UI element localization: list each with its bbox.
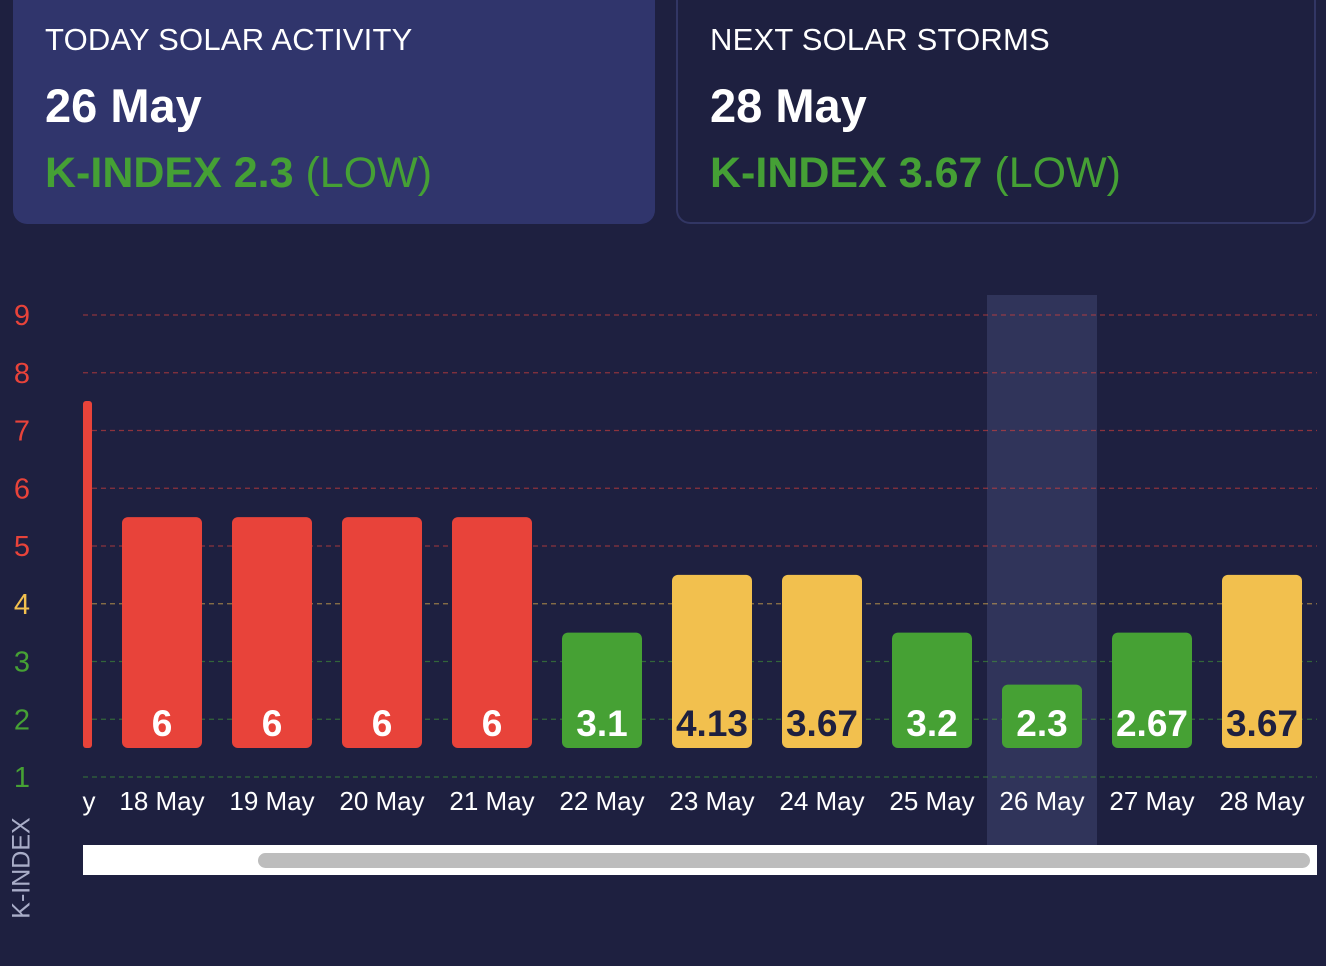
x-tick-label: 27 May xyxy=(1109,786,1194,816)
bar-value-label: 6 xyxy=(372,703,393,744)
bar xyxy=(452,517,532,748)
next-k-level: (LOW) xyxy=(994,149,1121,197)
next-k-value: 3.67 xyxy=(898,149,983,197)
next-card-date: 28 May xyxy=(710,79,867,132)
x-tick-label: y xyxy=(83,786,96,816)
y-tick-label: 2 xyxy=(14,704,30,736)
y-tick-label: 7 xyxy=(14,416,30,448)
y-tick-label: 3 xyxy=(14,647,30,679)
next-k-index-line: K-INDEX 3.67 (LOW) xyxy=(710,149,1282,198)
bar-value-label: 3.2 xyxy=(906,703,957,744)
next-solar-storms-card: NEXT SOLAR STORMS 28 May K-INDEX 3.67 (L… xyxy=(676,0,1316,224)
bar xyxy=(562,632,642,748)
x-tick-label: 20 May xyxy=(339,786,424,816)
x-tick-label: 21 May xyxy=(449,786,534,816)
bar xyxy=(1002,684,1082,748)
x-tick-label: 19 May xyxy=(229,786,314,816)
bar xyxy=(342,517,422,748)
bar-value-label: 4.13 xyxy=(676,703,748,744)
y-tick-label: 1 xyxy=(14,762,30,794)
today-solar-activity-card: TODAY SOLAR ACTIVITY 26 May K-INDEX 2.3 … xyxy=(13,0,655,224)
today-k-level: (LOW) xyxy=(305,149,433,197)
bar xyxy=(232,517,312,748)
today-card-label: TODAY SOLAR ACTIVITY xyxy=(45,22,413,57)
today-k-prefix: K-INDEX xyxy=(45,149,222,197)
highlight-column xyxy=(987,295,1097,845)
bar-value-label: 6 xyxy=(482,703,503,744)
next-k-prefix: K-INDEX xyxy=(710,149,887,197)
bar-value-label: 2.67 xyxy=(1116,703,1188,744)
bar-value-label: 3.67 xyxy=(1226,703,1298,744)
bar-value-label: 2.3 xyxy=(1016,703,1067,744)
next-card-label: NEXT SOLAR STORMS xyxy=(710,22,1050,57)
bar xyxy=(892,632,972,748)
x-tick-label: 18 May xyxy=(119,786,204,816)
today-k-value: 2.3 xyxy=(233,149,294,197)
bar-value-label: 3.1 xyxy=(576,703,627,744)
y-tick-label: 5 xyxy=(14,531,30,563)
bar-partial xyxy=(83,401,92,748)
today-k-index-line: K-INDEX 2.3 (LOW) xyxy=(45,149,623,198)
bar-value-label: 6 xyxy=(152,703,173,744)
y-tick-label: 8 xyxy=(14,358,30,390)
x-tick-label: 25 May xyxy=(889,786,974,816)
bar xyxy=(672,574,752,748)
today-card-date: 26 May xyxy=(45,79,202,132)
chart-scrollbar-thumb[interactable] xyxy=(258,853,1310,868)
bar xyxy=(782,574,862,748)
x-tick-label: 26 May xyxy=(999,786,1084,816)
x-tick-label: 28 May xyxy=(1219,786,1304,816)
bar-value-label: 3.67 xyxy=(786,703,858,744)
bar xyxy=(1112,632,1192,748)
bar xyxy=(122,517,202,748)
x-tick-label: 23 May xyxy=(669,786,754,816)
y-tick-label: 9 xyxy=(14,300,30,332)
bar xyxy=(1222,574,1302,748)
y-axis-title: K-INDEX xyxy=(7,817,36,919)
x-tick-label: 22 May xyxy=(559,786,644,816)
y-tick-label: 4 xyxy=(14,589,30,621)
x-tick-label: 24 May xyxy=(779,786,864,816)
bar-value-label: 6 xyxy=(262,703,283,744)
y-tick-label: 6 xyxy=(14,473,30,505)
